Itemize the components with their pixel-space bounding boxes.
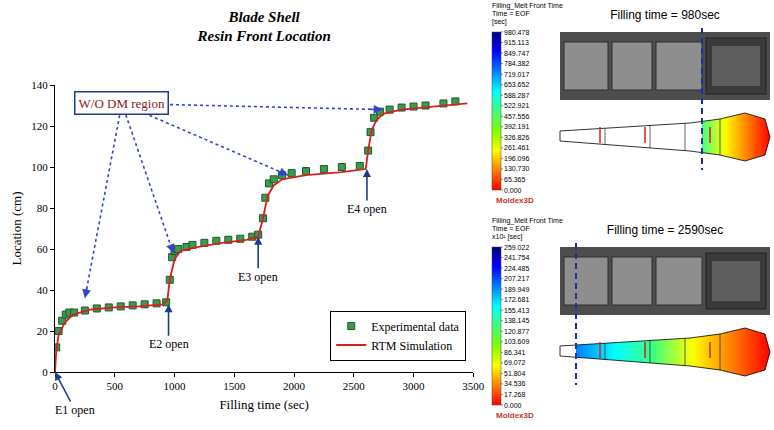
svg-text:259.022: 259.022: [504, 244, 529, 251]
svg-text:224.485: 224.485: [504, 265, 529, 272]
svg-text:1000: 1000: [164, 380, 187, 392]
svg-text:522.921: 522.921: [504, 102, 529, 109]
svg-text:20: 20: [37, 325, 49, 337]
svg-text:719.017: 719.017: [504, 71, 529, 78]
svg-text:W/O DM region: W/O DM region: [79, 96, 165, 111]
svg-text:2500: 2500: [343, 380, 366, 392]
svg-text:196.096: 196.096: [504, 155, 529, 162]
svg-text:241.754: 241.754: [504, 254, 529, 261]
svg-text:Filling_Melt Front Time: Filling_Melt Front Time: [492, 217, 563, 225]
svg-text:E2 open: E2 open: [149, 337, 189, 351]
svg-text:207.217: 207.217: [504, 275, 529, 282]
svg-text:69.072: 69.072: [504, 359, 526, 366]
svg-text:x10¹ [sec]: x10¹ [sec]: [492, 233, 522, 241]
svg-text:Filling time (sec): Filling time (sec): [219, 397, 309, 412]
svg-text:40: 40: [37, 284, 49, 296]
svg-text:0.000: 0.000: [504, 402, 522, 409]
svg-text:Time = EOF: Time = EOF: [492, 10, 530, 17]
svg-text:Filling time = 980sec: Filling time = 980sec: [610, 8, 720, 22]
svg-text:Location (cm): Location (cm): [9, 192, 24, 266]
svg-text:980.478: 980.478: [504, 29, 529, 36]
svg-text:120.877: 120.877: [504, 328, 529, 335]
svg-text:915.113: 915.113: [504, 39, 529, 46]
svg-text:500: 500: [107, 380, 124, 392]
svg-text:3500: 3500: [462, 380, 485, 392]
svg-text:784.382: 784.382: [504, 60, 529, 67]
svg-text:653.652: 653.652: [504, 81, 529, 88]
svg-text:3000: 3000: [403, 380, 426, 392]
svg-text:130.730: 130.730: [504, 165, 529, 172]
svg-text:100: 100: [31, 161, 48, 173]
svg-text:E3 open: E3 open: [238, 270, 278, 284]
svg-text:[sec]: [sec]: [492, 18, 507, 26]
svg-text:261.461: 261.461: [504, 144, 529, 151]
svg-text:392.191: 392.191: [504, 123, 529, 130]
svg-text:80: 80: [37, 202, 49, 214]
svg-text:Moldex3D: Moldex3D: [496, 411, 534, 420]
svg-text:86.341: 86.341: [504, 349, 526, 356]
svg-text:E1 open: E1 open: [55, 403, 95, 417]
svg-text:326.826: 326.826: [504, 134, 529, 141]
svg-text:Filling_Melt Front Time: Filling_Melt Front Time: [492, 2, 563, 10]
svg-text:0.000: 0.000: [504, 187, 522, 194]
svg-text:172.681: 172.681: [504, 296, 529, 303]
svg-text:2000: 2000: [283, 380, 306, 392]
svg-text:60: 60: [37, 243, 49, 255]
svg-text:140: 140: [31, 79, 48, 91]
svg-text:Filling time = 2590sec: Filling time = 2590sec: [607, 223, 723, 237]
svg-text:Time = EOF: Time = EOF: [492, 225, 530, 232]
svg-text:RTM Simulation: RTM Simulation: [371, 339, 452, 353]
svg-text:E4 open: E4 open: [347, 202, 387, 216]
svg-text:Experimental data: Experimental data: [371, 320, 459, 334]
svg-text:138.145: 138.145: [504, 317, 529, 324]
svg-text:849.747: 849.747: [504, 50, 529, 57]
svg-text:120: 120: [31, 120, 48, 132]
svg-text:34.536: 34.536: [504, 380, 526, 387]
svg-text:1500: 1500: [223, 380, 246, 392]
svg-text:51.804: 51.804: [504, 370, 526, 377]
svg-text:Blade ShellResin Front Locatio: Blade ShellResin Front Location: [196, 9, 330, 45]
svg-text:0: 0: [42, 366, 48, 378]
svg-text:103.609: 103.609: [504, 338, 529, 345]
svg-text:17.268: 17.268: [504, 391, 526, 398]
svg-text:Moldex3D: Moldex3D: [496, 196, 534, 205]
svg-text:189.949: 189.949: [504, 286, 529, 293]
svg-text:65.365: 65.365: [504, 176, 526, 183]
svg-text:588.287: 588.287: [504, 92, 529, 99]
svg-text:457.556: 457.556: [504, 113, 529, 120]
svg-text:0: 0: [52, 380, 58, 392]
svg-text:155.413: 155.413: [504, 307, 529, 314]
